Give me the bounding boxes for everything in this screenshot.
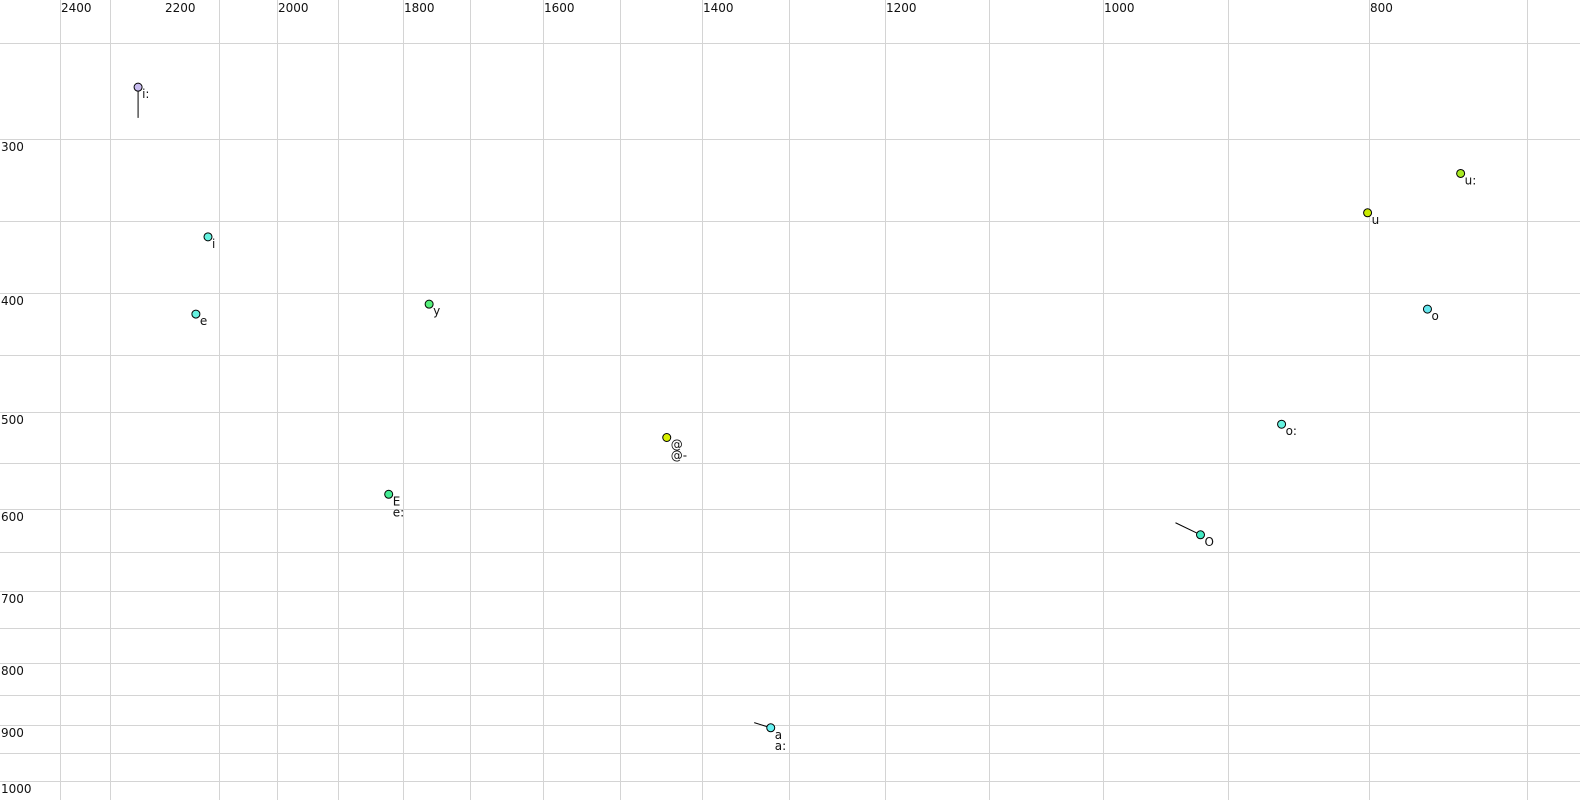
vowel-point: u (1363, 208, 1380, 227)
vowel-point: o (1422, 304, 1439, 323)
tick-labels: 2400 2200 2000 1800 1600 1400 1200 1000 800 300 40… (1, 1, 1393, 796)
vowel-point: u: (1456, 168, 1477, 187)
vowel-point: @@- (662, 433, 687, 463)
point-label: y (433, 304, 440, 318)
vowel-point: i (203, 232, 215, 251)
point-label: i: (142, 87, 149, 101)
point-label: E (393, 494, 401, 508)
point-marker (424, 299, 434, 309)
point-marker (1456, 168, 1466, 178)
x-tick-label: 2200 (165, 1, 196, 15)
x-tick-label: 1000 (1104, 1, 1135, 15)
point-label: a: (775, 739, 786, 753)
vowel-point: aa: (754, 722, 786, 753)
point-label: @ (671, 438, 683, 452)
point-marker (384, 489, 394, 499)
point-label: u (1372, 213, 1380, 227)
point-marker (1196, 530, 1205, 540)
point-label: e: (393, 505, 404, 519)
y-tick-label: 700 (1, 592, 24, 606)
point-label: e (200, 314, 207, 328)
vowel-point: e (191, 309, 207, 328)
vowel-point: O (1175, 522, 1214, 549)
x-tick-label: 1200 (886, 1, 917, 15)
point-marker (1277, 419, 1287, 429)
point-label: O (1205, 535, 1214, 549)
point-marker (1422, 304, 1432, 314)
x-tick-label: 800 (1370, 1, 1393, 15)
data-points: i: i e y Ee: @@- aa: Oo: u o u: (133, 82, 1477, 753)
point-label: o (1431, 309, 1438, 323)
point-label: i (212, 237, 215, 251)
point-marker (662, 433, 672, 442)
point-marker (766, 723, 776, 733)
point-label: a (775, 728, 782, 742)
point-marker (203, 232, 213, 242)
point-marker (133, 82, 143, 92)
vowel-point: i: (133, 82, 149, 118)
point-marker (191, 309, 201, 319)
y-tick-label: 800 (1, 664, 24, 678)
vowel-point: Ee: (384, 489, 404, 519)
y-tick-label: 900 (1, 726, 24, 740)
x-tick-label: 2400 (61, 1, 92, 15)
x-tick-label: 1800 (404, 1, 435, 15)
y-tick-label: 400 (1, 294, 24, 308)
vowel-point: y (424, 299, 440, 318)
y-tick-label: 500 (1, 413, 24, 427)
vowel-point: o: (1277, 419, 1297, 438)
point-label: u: (1465, 173, 1477, 187)
formant-trail (1175, 522, 1201, 536)
point-marker (1363, 208, 1373, 218)
x-tick-label: 1600 (544, 1, 575, 15)
y-tick-label: 300 (1, 140, 24, 154)
x-tick-label: 2000 (278, 1, 309, 15)
point-label: @- (671, 449, 687, 463)
x-tick-label: 1400 (703, 1, 734, 15)
y-tick-label: 1000 (1, 782, 32, 796)
y-tick-label: 600 (1, 510, 24, 524)
point-label: o: (1286, 424, 1297, 438)
